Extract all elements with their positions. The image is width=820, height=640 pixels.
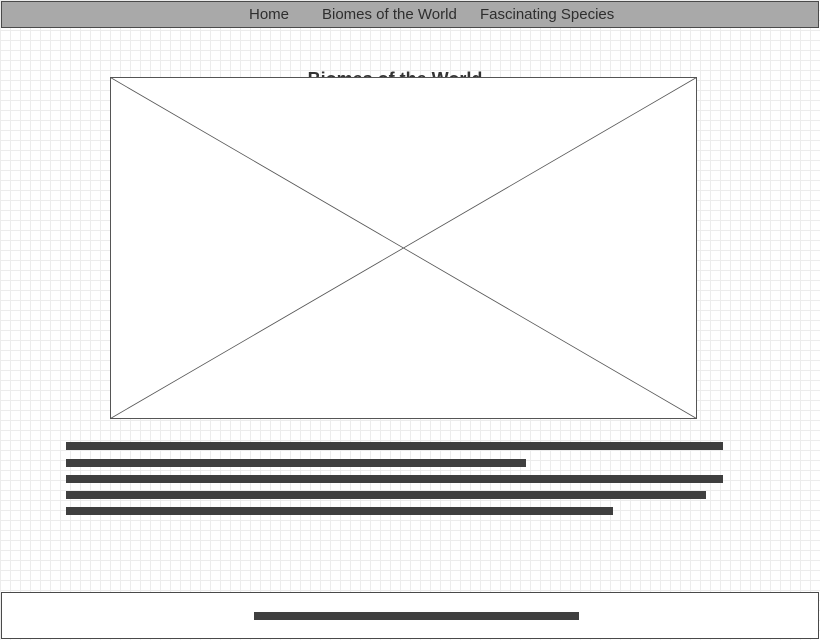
text-placeholder-line-4	[66, 491, 706, 499]
nav-item-home[interactable]: Home	[249, 6, 290, 23]
nav-item-fascinating-species[interactable]: Fascinating Species	[480, 6, 615, 23]
image-placeholder-icon	[110, 77, 697, 419]
image-placeholder	[110, 77, 697, 419]
nav-item-biomes-of-the-world[interactable]: Biomes of the World	[322, 6, 457, 23]
text-placeholder-line-2	[66, 459, 526, 467]
footer	[1, 592, 819, 639]
top-nav-bar: Home Biomes of the World Fascinating Spe…	[1, 1, 819, 28]
text-placeholder-line-5	[66, 507, 613, 515]
footer-text-placeholder	[254, 612, 579, 620]
text-placeholder-line-3	[66, 475, 723, 483]
text-placeholder-line-1	[66, 442, 723, 450]
